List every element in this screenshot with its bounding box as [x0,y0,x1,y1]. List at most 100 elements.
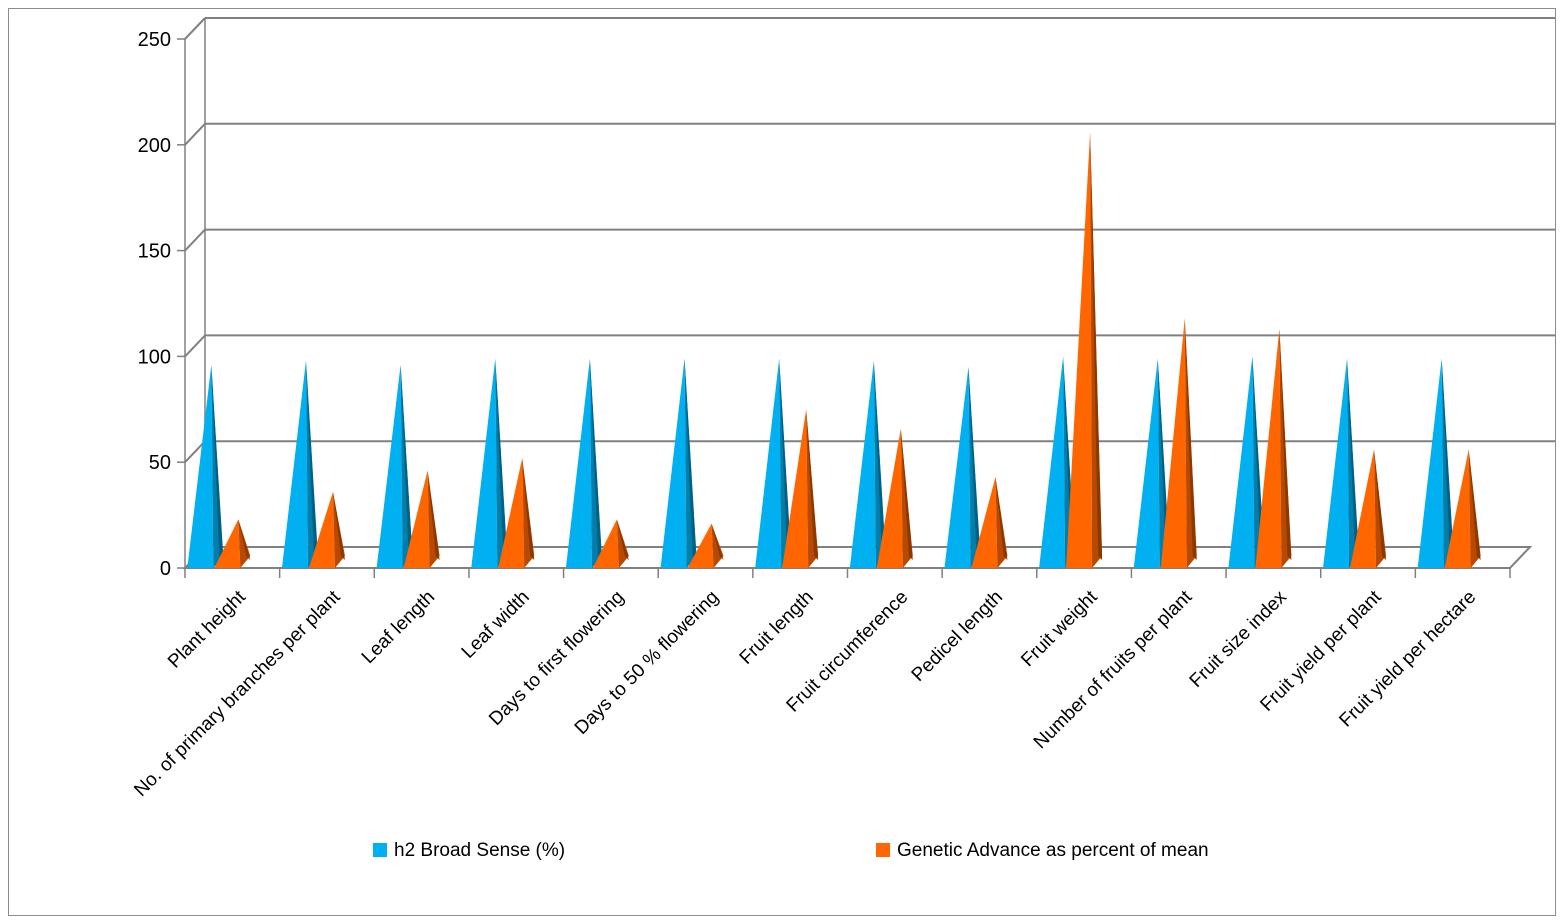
cone-edge [305,360,318,560]
cone-edge [995,477,1008,560]
legend-label-h2: h2 Broad Sense (%) [394,840,565,861]
cone-face [849,360,876,568]
cone-h2 [471,358,508,568]
cone-ga [1255,328,1292,568]
cone-edge [873,360,886,560]
cone-face [403,470,430,568]
cone-edge [211,364,224,560]
cone-edge [427,470,440,560]
cone-face [660,358,687,568]
cone-face [1350,449,1377,568]
category-label: No. of primary branches per plant [130,586,345,801]
y-tick-label: 50 [149,452,171,474]
cone-ga [1160,318,1197,568]
cone-h2 [1323,358,1360,568]
cone-face [755,358,782,568]
cone-h2 [660,358,697,568]
cone-ga [1350,449,1387,568]
cone-edge [1184,318,1197,560]
category-label: Plant height [164,586,250,672]
cone-edge [1374,449,1387,560]
cone-h2 [1417,358,1454,568]
category-label: Number of fruits per plant [1030,586,1197,753]
legend-swatch-h2 [373,843,387,857]
cone-edge [1279,328,1292,560]
cone-face [1228,356,1255,568]
cone-face [1133,358,1160,568]
gridline-left [184,228,206,252]
cone-edge [400,364,413,560]
cone-face [187,364,214,568]
category-label: Leaf width [458,587,534,663]
cone-face [1160,318,1187,568]
cone-face [1066,132,1093,568]
cone-face [944,366,971,568]
chart-frame: 0 50 100 150 200 250 Plant height No. of prima… [8,8,1556,916]
cone-edge [1090,132,1103,560]
y-tick-label: 0 [160,558,171,580]
cone-ga [782,409,819,568]
y-tick-label: 250 [138,29,171,51]
cone-edge [684,358,697,560]
gridline-left [184,17,206,40]
cone-ga [1444,449,1481,568]
category-label: Pedicel length [908,587,1007,686]
cone-edge [779,358,792,560]
category-label: Fruit length [736,587,818,669]
cone-h2 [281,360,318,568]
cone-h2 [755,358,792,568]
cone-ga [971,477,1008,568]
cone-edge [1468,449,1481,560]
cone-edge [616,519,629,560]
cone-ga [687,523,724,568]
cone-face [782,409,809,568]
cone-edge [900,428,913,560]
cone-ga [214,519,251,568]
legend-label-ga: Genetic Advance as percent of mean [897,840,1209,861]
cone-edge [332,491,345,560]
cone-edge [1441,358,1454,560]
cone-ga [498,457,535,568]
bars [187,132,1481,568]
y-tick-label: 150 [138,241,171,263]
cone-ga [1066,132,1103,568]
cone-face [498,457,525,568]
cone-edge [589,358,602,560]
cone-h2 [849,360,886,568]
cone-face [1039,356,1066,568]
category-label: Leaf length [358,587,439,668]
gridline-left [184,123,206,146]
cone-ga [403,470,440,568]
cone-h2 [376,364,413,568]
cone-edge [522,457,535,560]
category-label: Fruit size index [1186,586,1292,692]
category-label: Fruit weight [1017,586,1102,671]
cone-face [308,491,335,568]
cone-h2 [944,366,981,568]
cone-face [1255,328,1282,568]
y-tick-label: 100 [138,346,171,368]
cone-face [214,519,241,568]
cone-face [565,358,592,568]
cone-edge [968,366,981,560]
cone-face [1417,358,1444,568]
cone-face [281,360,308,568]
cone-ga [592,519,629,568]
cone-edge [495,358,508,560]
cone-face [876,428,903,568]
cone-edge [711,523,724,560]
cone-ga [876,428,913,568]
gridline-left [184,334,206,358]
cone-face [1323,358,1350,568]
axes [177,18,1533,578]
cone-face [376,364,403,568]
cone-h2 [565,358,602,568]
cone-face [687,523,714,568]
legend-swatch-ga [876,843,890,857]
cone-face [592,519,619,568]
cone-edge [238,519,251,560]
gridlines [184,17,1555,463]
gridline-left [184,440,206,463]
cone-face [471,358,498,568]
